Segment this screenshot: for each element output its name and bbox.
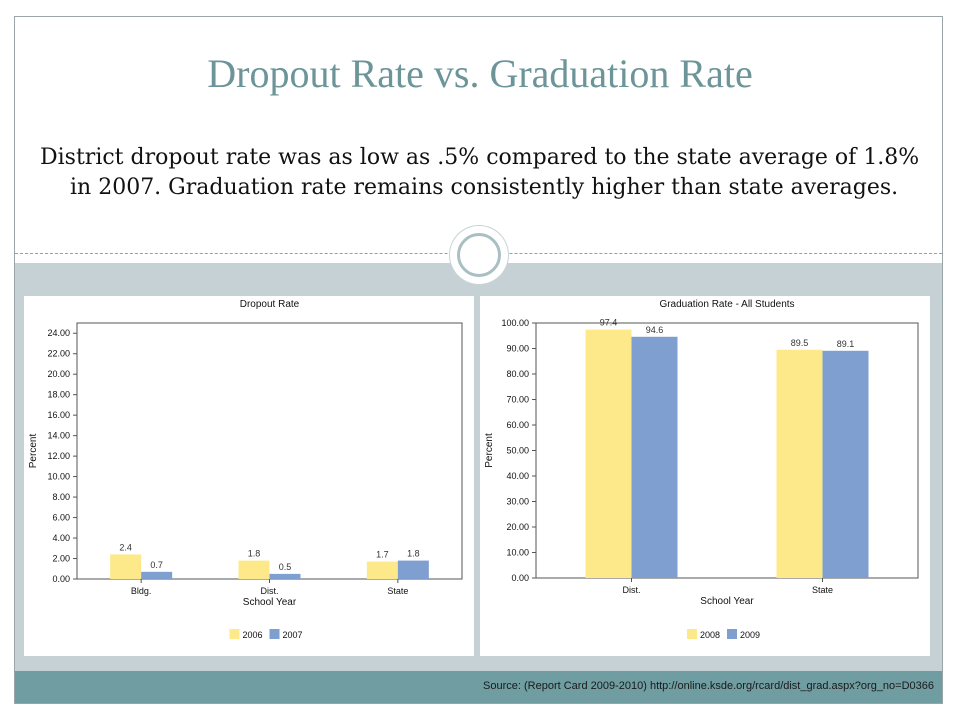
- x-tick-label: State: [812, 585, 833, 595]
- slide-title: Dropout Rate vs. Graduation Rate: [207, 51, 753, 96]
- y-tick-label: 20.00: [47, 369, 70, 379]
- bar: [631, 336, 678, 578]
- slide-body-text: District dropout rate was as low as .5% …: [40, 145, 920, 200]
- y-tick-label: 16.00: [47, 410, 70, 420]
- source-citation: Source: (Report Card 2009-2010) http://o…: [483, 680, 934, 692]
- bar-value-label: 2.4: [119, 542, 132, 552]
- legend-swatch: [687, 629, 697, 639]
- y-tick-label: 80.00: [506, 369, 529, 379]
- y-tick-label: 14.00: [47, 431, 70, 441]
- y-tick-label: 30.00: [506, 497, 529, 507]
- y-tick-label: 0.00: [52, 574, 70, 584]
- footer-bar: Source: (Report Card 2009-2010) http://o…: [15, 671, 942, 703]
- bar: [366, 561, 398, 579]
- y-tick-label: 12.00: [47, 451, 70, 461]
- x-tick-label: Bldg.: [131, 586, 152, 596]
- decorative-circle-icon: [450, 226, 508, 284]
- y-tick-label: 70.00: [506, 395, 529, 405]
- x-tick-label: Dist.: [623, 585, 641, 595]
- bar-value-label: 94.6: [646, 325, 664, 335]
- legend-swatch: [269, 629, 280, 639]
- bar-value-label: 97.4: [600, 318, 618, 328]
- x-axis-label: School Year: [700, 596, 754, 607]
- y-tick-label: 90.00: [506, 344, 529, 354]
- bar: [141, 571, 173, 579]
- y-tick-label: 24.00: [47, 328, 70, 338]
- x-axis-label: School Year: [243, 597, 297, 608]
- y-tick-label: 22.00: [47, 349, 70, 359]
- y-tick-label: 6.00: [52, 513, 70, 523]
- x-tick-label: Dist.: [261, 586, 279, 596]
- chart-title: Graduation Rate - All Students: [659, 299, 794, 310]
- bar-value-label: 1.8: [407, 549, 420, 559]
- bar-value-label: 89.1: [837, 339, 855, 349]
- bar: [822, 350, 869, 578]
- y-axis-label: Percent: [484, 433, 495, 468]
- decorative-ring: [457, 233, 501, 277]
- plot-area: [76, 322, 463, 580]
- dropout-chart-panel: Dropout Rate 0.00 2.00 4.00 6.00 8.00 10.00 12.…: [24, 296, 474, 656]
- bar: [585, 329, 632, 578]
- bar-value-label: 1.8: [248, 549, 261, 559]
- legend-swatch: [229, 629, 240, 639]
- chart-title: Dropout Rate: [240, 299, 300, 310]
- y-tick-label: 4.00: [52, 533, 70, 543]
- y-tick-label: 40.00: [506, 471, 529, 481]
- dropout-rate-chart: Dropout Rate 0.00 2.00 4.00 6.00 8.00 10.00 12.…: [28, 299, 463, 640]
- legend-label: 2009: [740, 630, 760, 640]
- bar: [110, 554, 142, 579]
- legend-label: 2008: [700, 630, 720, 640]
- bar: [269, 573, 301, 579]
- y-tick-label: 20.00: [506, 522, 529, 532]
- legend-label: 2006: [243, 630, 263, 640]
- bar: [776, 349, 823, 578]
- y-tick-label: 100.00: [501, 318, 529, 328]
- legend-label: 2007: [283, 630, 303, 640]
- legend-swatch: [727, 629, 737, 639]
- x-tick-label: State: [387, 586, 408, 596]
- graduation-rate-chart: Graduation Rate - All Students 0.00 10.00 2…: [484, 299, 919, 640]
- y-tick-label: 8.00: [52, 492, 70, 502]
- bar: [238, 560, 270, 579]
- bar-value-label: 89.5: [791, 338, 809, 348]
- bar-value-label: 0.7: [150, 560, 163, 570]
- bar-value-label: 1.7: [376, 550, 389, 560]
- y-tick-label: 0.00: [511, 573, 529, 583]
- y-tick-label: 50.00: [506, 446, 529, 456]
- bar-value-label: 0.5: [279, 562, 292, 572]
- y-tick-label: 10.00: [47, 472, 70, 482]
- y-tick-label: 18.00: [47, 390, 70, 400]
- y-tick-label: 60.00: [506, 420, 529, 430]
- bar: [397, 560, 429, 579]
- graduation-chart-panel: Graduation Rate - All Students 0.00 10.00 2…: [480, 296, 930, 656]
- y-axis-label: Percent: [28, 434, 39, 469]
- y-tick-label: 10.00: [506, 548, 529, 558]
- y-tick-label: 2.00: [52, 554, 70, 564]
